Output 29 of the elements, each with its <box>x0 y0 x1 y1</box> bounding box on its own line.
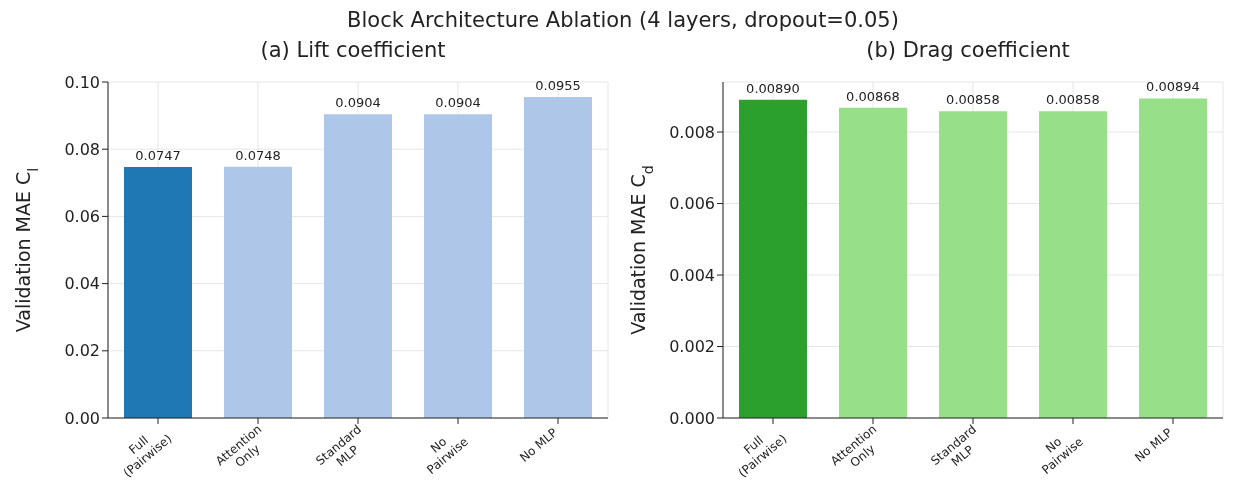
y-tick-label: 0.04 <box>64 274 100 294</box>
data-label: 0.0955 <box>535 78 581 94</box>
y-tick-label: 0.06 <box>64 207 100 227</box>
bar <box>124 167 192 418</box>
data-label: 0.0904 <box>435 95 481 111</box>
data-label: 0.00858 <box>1046 92 1100 108</box>
chart-title: (a) Lift coefficient <box>259 38 447 62</box>
data-label: 0.00890 <box>746 80 800 96</box>
bar <box>524 97 592 418</box>
data-label: 0.00858 <box>946 92 1000 108</box>
data-label: 0.00894 <box>1146 79 1200 95</box>
data-label: 0.0904 <box>335 95 381 111</box>
y-tick-label: 0.08 <box>64 139 100 159</box>
bar <box>424 114 492 418</box>
bar <box>224 166 292 418</box>
data-label: 0.0748 <box>235 147 281 163</box>
text: Block Architecture Ablation (4 layers, dropout=0.05) <box>346 8 900 34</box>
y-tick-label: 0.00 <box>64 408 100 428</box>
y-tick-label: 0.002 <box>669 337 715 357</box>
y-tick-label: 0.10 <box>64 72 100 92</box>
y-tick-label: 0.02 <box>64 341 100 361</box>
y-tick-label: 0.008 <box>669 122 715 142</box>
chart-title: (b) Drag coefficient <box>865 38 1071 62</box>
y-tick-label: 0.006 <box>669 194 715 214</box>
y-tick-label: 0.004 <box>669 265 715 285</box>
y-tick-label: 0.000 <box>669 408 715 428</box>
data-label: 0.00868 <box>846 88 900 104</box>
bar <box>324 114 392 418</box>
data-label: 0.0747 <box>135 148 181 164</box>
